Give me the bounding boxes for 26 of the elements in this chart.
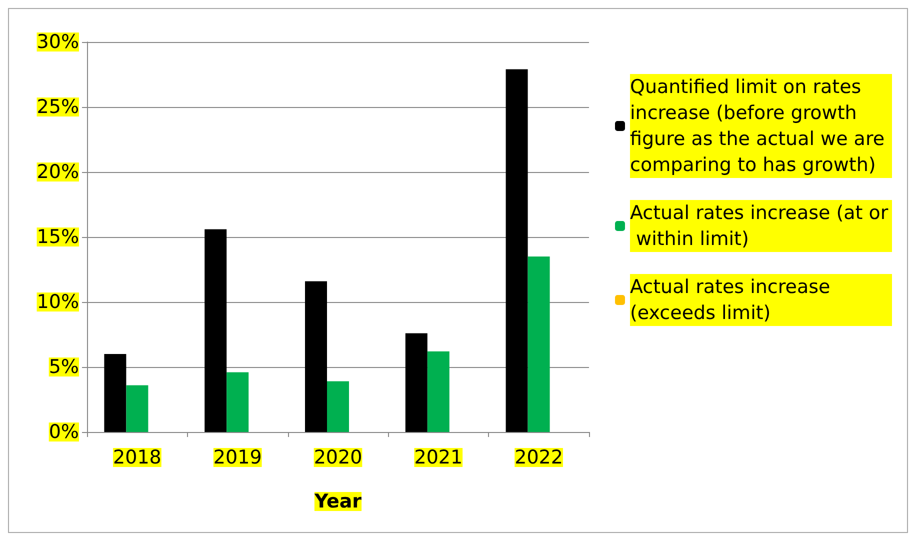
bar — [126, 385, 148, 432]
x-tick-label: 2021 — [414, 446, 463, 468]
bar — [327, 381, 349, 432]
y-tick-label: 30% — [36, 31, 79, 53]
y-tick-label: 5% — [48, 356, 79, 378]
bar — [528, 256, 550, 432]
bar — [427, 351, 450, 432]
bar — [104, 354, 126, 432]
y-tick-label: 25% — [36, 96, 79, 118]
bar — [305, 281, 327, 432]
bar — [405, 333, 428, 432]
legend-label: Quantified limit on rates increase (before growth figure as the actual we are comparing to has growth) — [630, 76, 891, 176]
y-tick-label: 20% — [36, 161, 79, 183]
bar — [204, 229, 227, 432]
x-tick-label: 2020 — [314, 446, 362, 468]
bar — [226, 372, 249, 432]
y-tick-label: 15% — [36, 226, 79, 248]
y-tick-label: 10% — [36, 291, 79, 313]
legend-label: Actual rates increase (exceeds limit) — [630, 276, 836, 324]
x-tick-label: 2018 — [113, 446, 162, 468]
y-tick-label: 0% — [48, 421, 79, 443]
x-tick-label: 2022 — [514, 446, 563, 468]
bar — [506, 69, 528, 432]
x-tick-label: 2019 — [213, 446, 262, 468]
x-axis-title: Year — [313, 490, 362, 512]
legend-label: Actual rates increase (at or within limit) — [630, 202, 888, 250]
